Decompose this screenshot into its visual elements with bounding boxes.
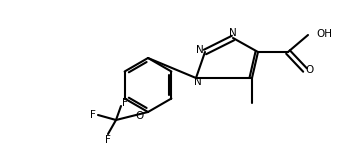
Text: O: O	[306, 65, 314, 75]
Text: N: N	[194, 77, 202, 87]
Text: F: F	[90, 110, 96, 120]
Text: O: O	[136, 111, 144, 121]
Text: N: N	[229, 28, 237, 38]
Text: F: F	[122, 98, 128, 108]
Text: N: N	[196, 45, 204, 55]
Text: F: F	[105, 135, 111, 145]
Text: OH: OH	[316, 29, 332, 39]
